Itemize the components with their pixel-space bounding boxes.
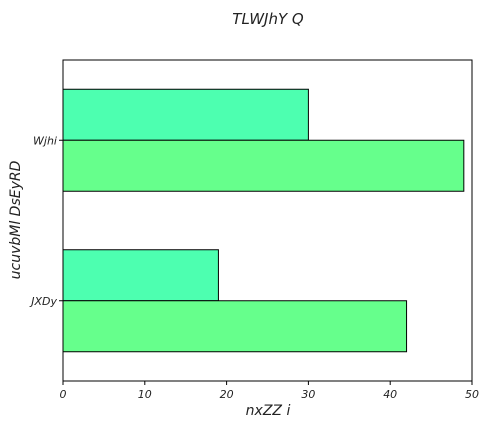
- x-tick-label: 30: [301, 388, 315, 401]
- bars-layer: [63, 89, 464, 352]
- y-tick-label: Wjhi: [33, 134, 57, 147]
- bar-Wjhi-series-2: [63, 140, 464, 191]
- x-tick-layer: 0 10 20 30 40 50: [60, 381, 480, 401]
- x-tick-label: 20: [220, 388, 234, 401]
- y-tick-label: JXDy: [29, 295, 57, 308]
- y-tick-layer: Wjhi JXDy: [29, 134, 63, 308]
- chart-title: TLWJhY Q: [232, 10, 304, 28]
- bar-Wjhi-series-1: [63, 89, 308, 140]
- x-tick-label: 50: [465, 388, 479, 401]
- bar-JXDy-series-2: [63, 301, 407, 352]
- x-axis-label: nxZZ i: [246, 403, 291, 419]
- x-tick-label: 10: [138, 388, 152, 401]
- x-tick-label: 0: [60, 388, 67, 401]
- bar-JXDy-series-1: [63, 250, 218, 301]
- y-axis-label: ucuvbMl DsEyRD: [8, 160, 24, 279]
- x-tick-label: 40: [383, 388, 397, 401]
